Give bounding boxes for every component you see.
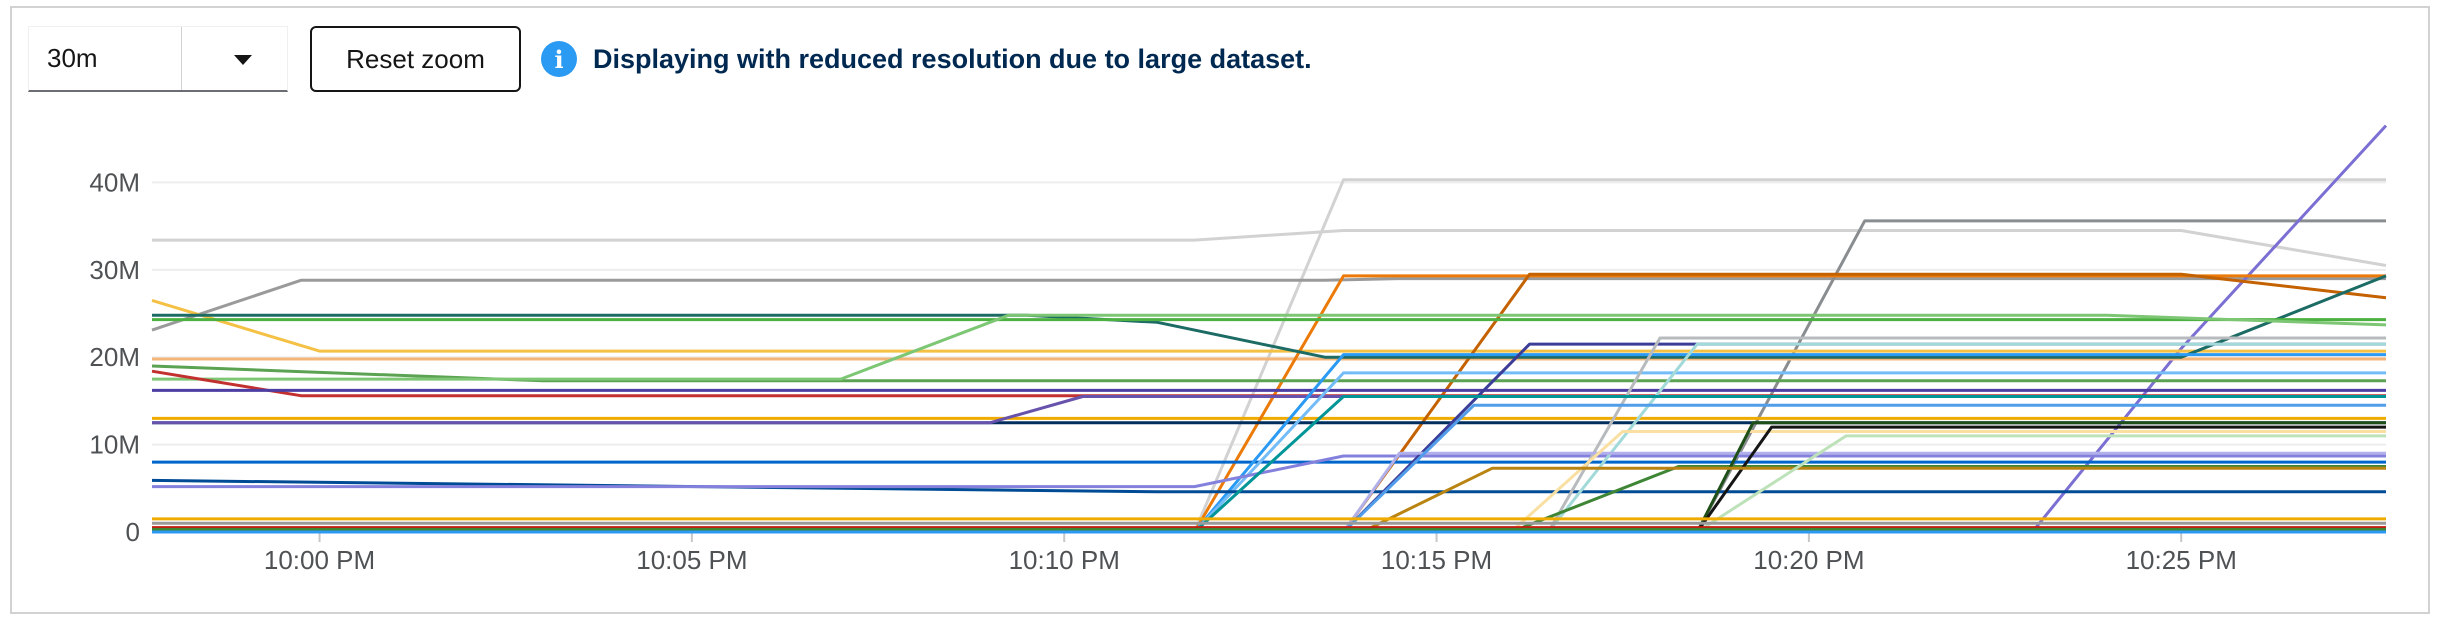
chart-toolbar: 30m Reset zoom i Displaying with reduced…	[28, 26, 1312, 92]
y-tick-label: 20M	[89, 342, 140, 372]
x-tick-label: 10:25 PM	[2126, 545, 2237, 575]
x-tick-label: 10:00 PM	[264, 545, 375, 575]
series-line[interactable]	[151, 369, 2386, 398]
x-axis: 10:00 PM 10:05 PM 10:10 PM 10:15 PM 10:20 PM…	[264, 532, 2237, 575]
series-line[interactable]	[152, 313, 2387, 381]
series-line[interactable]	[152, 395, 2386, 534]
select-divider	[181, 27, 182, 90]
x-tick-label: 10:10 PM	[1009, 545, 1120, 575]
series-line[interactable]	[151, 364, 2386, 383]
x-tick-label: 10:05 PM	[636, 545, 747, 575]
reset-zoom-button[interactable]: Reset zoom	[310, 26, 521, 92]
x-tick-label: 10:15 PM	[1381, 545, 1492, 575]
chart-card	[10, 6, 2430, 614]
series-line[interactable]	[151, 277, 2386, 332]
time-range-value: 30m	[47, 43, 98, 73]
series-line[interactable]	[152, 430, 2386, 534]
y-tick-label: 0	[126, 517, 140, 547]
caret-down-icon[interactable]	[234, 55, 252, 65]
x-tick-label: 10:20 PM	[1753, 545, 1864, 575]
series-line[interactable]	[151, 478, 2386, 494]
chart-series	[151, 124, 2388, 534]
series-line[interactable]	[152, 229, 2387, 267]
y-tick-label: 30M	[89, 255, 140, 285]
time-range-select[interactable]: 30m	[28, 26, 288, 92]
info-alert: i Displaying with reduced resolution due…	[541, 41, 1312, 77]
info-message: Displaying with reduced resolution due t…	[593, 43, 1312, 74]
series-line[interactable]	[152, 454, 2386, 489]
series-line[interactable]	[151, 298, 2386, 353]
y-tick-label: 10M	[89, 430, 140, 460]
info-circle-icon: i	[541, 41, 577, 77]
y-tick-label: 40M	[89, 167, 140, 197]
y-axis: 0 10M 20M 30M 40M	[89, 167, 140, 547]
series-line[interactable]	[152, 421, 2386, 534]
